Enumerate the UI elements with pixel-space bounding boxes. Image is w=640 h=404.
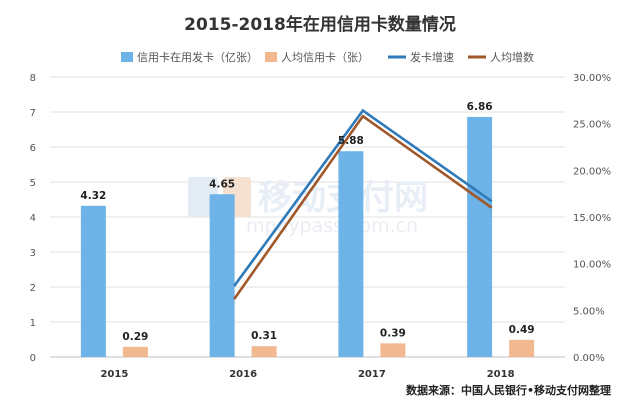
y-left-tick-label: 3 [30,248,36,259]
bar-cards-issued [209,194,235,357]
legend-swatch [121,52,133,62]
bar-data-label: 0.49 [509,324,535,336]
chart-title: 2015-2018年在用信用卡数量情况 [184,14,456,35]
legend-label: 人均信用卡（张） [281,51,369,64]
bar-data-label: 0.31 [251,330,277,342]
line-series [233,108,493,300]
y-left-tick-label: 8 [30,73,36,84]
bar-cards-per-capita [251,346,277,357]
legend-label: 发卡增速 [410,50,454,64]
y-right-tick-label: 30.00% [573,73,611,84]
x-category-label: 2017 [358,369,386,380]
y-left-tick-label: 2 [30,283,36,294]
x-category-label: 2016 [229,369,257,380]
source-note: 数据来源：中国人民银行•移动支付网整理 [406,383,611,397]
data-labels: 4.32 4.65 5.88 6.86 0.29 0.31 0.39 0.49 [80,101,534,343]
y-left-tick-label: 6 [30,143,36,154]
y-right-tick-label: 10.00% [573,260,611,271]
bar-cards-issued [467,116,493,358]
x-category-label: 2018 [487,369,515,380]
bar-cards-per-capita [122,346,148,357]
y-right-tick-label: 15.00% [573,213,611,224]
x-category-label: 2015 [100,369,128,380]
bar-data-label: 0.39 [380,327,406,339]
y-right-tick-label: 5.00% [573,306,605,317]
bar-cards-issued [338,151,364,357]
y-left-tick-label: 7 [30,108,36,119]
bar-cards-issued [80,205,106,357]
y-left-tick-label: 0 [30,353,36,364]
y-left-tick-label: 1 [30,318,36,329]
y-axis-left: 0 1 2 3 4 5 6 7 8 [30,73,36,364]
bar-data-label: 0.29 [122,331,148,343]
y-right-tick-label: 20.00% [573,166,611,177]
bar-data-label: 6.86 [467,101,493,113]
legend: 信用卡在用发卡（亿张） 人均信用卡（张） 发卡增速 人均增数 [121,50,534,64]
y-axis-right: 0.00% 5.00% 10.00% 15.00% 20.00% 25.00% 30.00% [573,73,611,364]
y-right-tick-label: 0.00% [573,353,605,364]
y-right-tick-label: 25.00% [573,120,611,131]
bar-series [80,116,535,358]
bar-data-label: 4.32 [80,190,106,202]
bar-data-label: 5.88 [338,135,364,147]
bar-data-label: 4.65 [209,178,235,190]
legend-label: 信用卡在用发卡（亿张） [137,50,258,64]
bar-cards-per-capita [509,339,535,357]
legend-swatch [265,52,277,62]
line-per-capita-growth [233,114,493,300]
x-axis-categories: 2015 2016 2017 2018 [100,369,514,380]
legend-label: 人均增数 [490,50,534,64]
y-left-tick-label: 5 [30,178,36,189]
bar-cards-per-capita [380,343,406,357]
y-left-tick-label: 4 [30,213,36,224]
line-card-growth [233,108,493,287]
